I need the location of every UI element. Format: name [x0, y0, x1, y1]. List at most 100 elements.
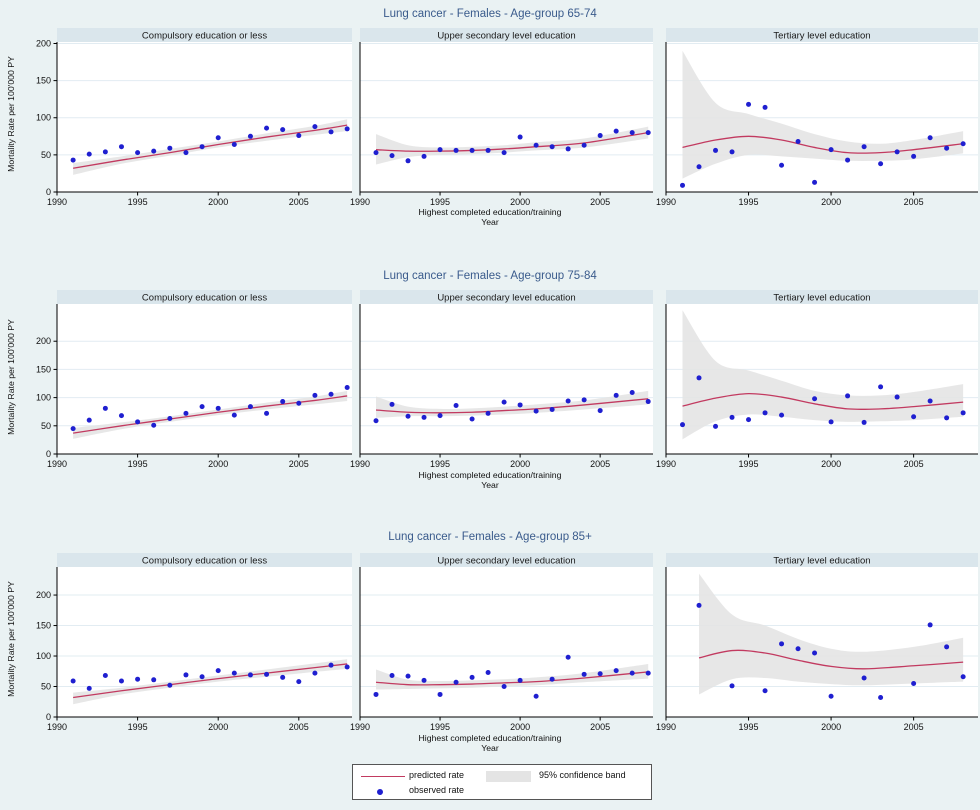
predicted-line	[73, 395, 348, 434]
observed-point	[861, 419, 867, 425]
x-tick-label: 1990	[350, 197, 370, 207]
x-tick-label: 1990	[47, 722, 67, 732]
observed-point	[927, 135, 933, 141]
observed-point	[729, 149, 735, 155]
observed-point	[86, 417, 92, 423]
x-tick-label: 2005	[590, 722, 610, 732]
confidence-band	[376, 126, 649, 165]
observed-point	[762, 104, 768, 110]
predicted-line	[698, 649, 964, 670]
x-tick-label: 2005	[590, 459, 610, 469]
x-tick-label: 2005	[590, 197, 610, 207]
x-tick-label: 2005	[904, 459, 924, 469]
observed-point	[405, 673, 411, 679]
panel-header-strip	[57, 553, 352, 567]
observed-point	[581, 142, 587, 148]
observed-point	[453, 679, 459, 685]
x-tick-label: 2000	[208, 459, 228, 469]
y-tick-label: 50	[41, 682, 51, 692]
observed-point	[629, 670, 635, 676]
observed-point	[960, 674, 966, 680]
observed-point	[118, 678, 124, 684]
observed-point	[231, 141, 237, 147]
observed-point	[861, 675, 867, 681]
observed-point	[199, 144, 205, 150]
observed-point	[405, 413, 411, 419]
panel-header-strip	[360, 28, 653, 42]
observed-point	[597, 671, 603, 677]
observed-point	[102, 149, 108, 155]
observed-point	[944, 644, 950, 650]
observed-point	[199, 674, 205, 680]
observed-point	[501, 399, 507, 405]
observed-point	[565, 654, 571, 660]
observed-point	[405, 158, 411, 164]
observed-point	[795, 646, 801, 652]
x-tick-label: 2005	[289, 197, 309, 207]
observed-point	[312, 392, 318, 398]
observed-point	[597, 408, 603, 414]
observed-point	[911, 153, 917, 159]
x-tick-label: 1990	[47, 197, 67, 207]
observed-point	[264, 125, 270, 131]
y-tick-label: 50	[41, 150, 51, 160]
observed-point	[746, 101, 752, 107]
observed-point	[613, 392, 619, 398]
x-tick-label: 1995	[430, 197, 450, 207]
observed-point	[629, 390, 635, 396]
y-tick-label: 100	[36, 113, 51, 123]
observed-point	[812, 650, 818, 656]
panel-row1-col3: Tertiary level education 1990 1995 2000 2005	[656, 28, 978, 207]
observed-point	[280, 674, 286, 680]
observed-point	[215, 405, 221, 411]
observed-point	[845, 157, 851, 163]
observed-point	[247, 133, 253, 139]
observed-point	[373, 150, 379, 156]
observed-point	[501, 150, 507, 156]
observed-point	[501, 684, 507, 690]
confidence-band	[699, 573, 964, 695]
observed-point	[878, 161, 884, 167]
x-tick-label: 2000	[208, 722, 228, 732]
observed-point	[118, 413, 124, 419]
observed-point	[549, 406, 555, 412]
observed-point	[828, 693, 834, 699]
predicted-line-sample	[361, 776, 405, 777]
plot-area	[360, 304, 653, 454]
x-axis-label-row3-line1: Highest completed education/training	[418, 733, 562, 743]
x-tick-label: 1995	[430, 459, 450, 469]
observed-point	[328, 129, 334, 135]
panel-header-label: Tertiary level education	[773, 31, 870, 42]
observed-point	[861, 144, 867, 150]
observed-point	[86, 685, 92, 691]
x-axis-label-row1-line1: Highest completed education/training	[418, 207, 562, 217]
observed-point	[960, 410, 966, 416]
x-tick-label: 2005	[289, 459, 309, 469]
y-tick-label: 50	[41, 421, 51, 431]
x-tick-label: 1990	[656, 197, 676, 207]
observed-point	[469, 674, 475, 680]
y-tick-label: 150	[36, 76, 51, 86]
observed-point	[264, 671, 270, 677]
observed-point	[86, 151, 92, 157]
panel-header-strip	[666, 28, 978, 42]
observed-point	[944, 415, 950, 421]
predicted-line	[682, 135, 964, 154]
observed-point	[199, 404, 205, 410]
confidence-band	[682, 50, 964, 179]
observed-point	[344, 384, 350, 390]
observed-point	[629, 130, 635, 136]
observed-point	[894, 394, 900, 400]
observed-point	[328, 391, 334, 397]
panel-header-strip	[57, 290, 352, 304]
observed-point	[421, 414, 427, 420]
observed-point	[389, 153, 395, 159]
y-tick-label: 0	[46, 712, 51, 722]
observed-dot-sample	[377, 789, 383, 795]
confidence-band-swatch	[486, 771, 531, 782]
observed-point	[135, 676, 141, 682]
x-tick-label: 2000	[208, 197, 228, 207]
x-tick-label: 1990	[350, 459, 370, 469]
